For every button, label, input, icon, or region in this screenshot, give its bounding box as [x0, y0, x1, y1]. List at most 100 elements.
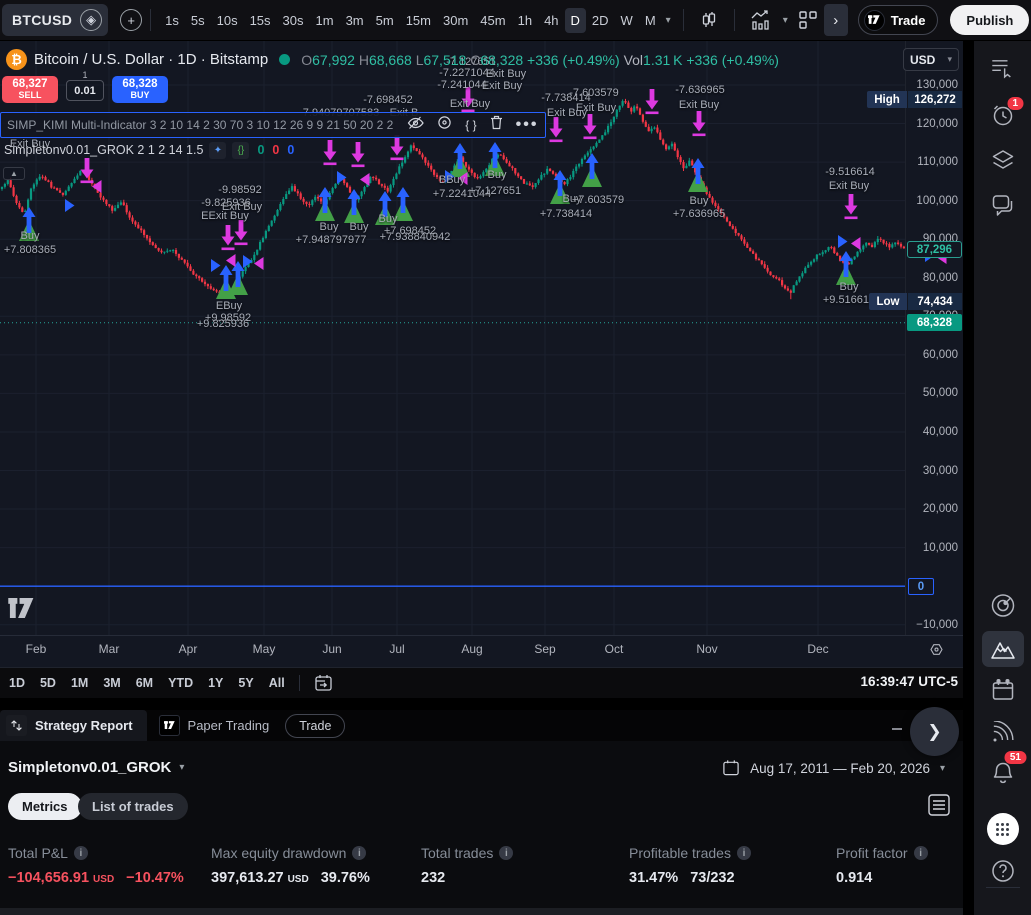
- info-icon[interactable]: i: [736, 846, 751, 860]
- timeframe-5m[interactable]: 5m: [375, 12, 394, 28]
- legend-actions: { } •••: [407, 115, 538, 135]
- month-label-May: May: [252, 642, 276, 656]
- chat-icon[interactable]: [990, 193, 1015, 221]
- tradingview-watermark-icon[interactable]: [8, 598, 34, 623]
- hide-eye-icon[interactable]: [407, 115, 424, 135]
- compare-add-icon[interactable]: +: [120, 9, 143, 31]
- indicator-legend-selected[interactable]: SIMP_KIMI Multi-Indicator 3 2 10 14 2 30…: [0, 112, 546, 138]
- tab-strategy-report[interactable]: Strategy Report: [0, 710, 147, 741]
- timeframe-2D[interactable]: 2D: [591, 12, 609, 28]
- strategy-mountain-icon-selected[interactable]: [981, 631, 1024, 667]
- info-icon[interactable]: i: [913, 846, 928, 860]
- timeframe-15m[interactable]: 15m: [405, 12, 431, 28]
- report-layout-icon[interactable]: [926, 791, 952, 824]
- market-status-dot-icon[interactable]: [279, 54, 291, 65]
- range-1Y[interactable]: 1Y: [208, 676, 224, 690]
- timeframe-15s[interactable]: 15s: [249, 12, 271, 28]
- layout-grid-icon[interactable]: [798, 10, 818, 30]
- horizontal-scrollbar[interactable]: [0, 908, 963, 915]
- alerts-clock-icon[interactable]: 1: [990, 97, 1023, 133]
- trade-button[interactable]: Trade: [857, 5, 939, 35]
- range-5Y[interactable]: 5Y: [238, 676, 254, 690]
- more-options-icon[interactable]: •••: [515, 116, 539, 133]
- pill-metrics[interactable]: Metrics: [8, 793, 82, 820]
- range-3M[interactable]: 3M: [103, 676, 121, 690]
- sell-button[interactable]: 68,327 SELL: [2, 76, 58, 103]
- spread-value[interactable]: 0.01: [66, 80, 104, 101]
- goto-date-calendar-icon[interactable]: [314, 674, 333, 692]
- object-tree-layers-icon[interactable]: [990, 149, 1015, 176]
- chart-legend-header[interactable]: ₿ Bitcoin / U.S. Dollar · 1D · Bitstamp …: [6, 49, 779, 70]
- chart-area[interactable]: Exit Buy Buy +7.808365 -9.98592 -9.825936 Exi…: [0, 41, 963, 635]
- minimize-panel-icon[interactable]: [889, 718, 905, 739]
- divider: [150, 9, 152, 31]
- axis-settings-icon[interactable]: [928, 642, 945, 664]
- info-icon[interactable]: i: [73, 846, 88, 860]
- delete-trash-icon[interactable]: [490, 115, 503, 135]
- tradingview-logo-icon: [863, 9, 885, 31]
- timeframe-3m[interactable]: 3m: [345, 12, 364, 28]
- spread-widget: 1 0.01: [66, 70, 104, 101]
- info-icon[interactable]: i: [499, 846, 514, 860]
- supercharts-diamond-icon[interactable]: ◈: [80, 9, 103, 31]
- price-tick: 130,000: [916, 79, 958, 91]
- open-value: 67,992: [312, 51, 355, 68]
- pill-list-of-trades[interactable]: List of trades: [78, 793, 188, 820]
- symbol-search[interactable]: BTCUSD ◈: [2, 4, 109, 36]
- strategy-legend[interactable]: Simpletonv0.01_GROK 2 1 2 14 1.5 ✦ {} 0 …: [4, 141, 294, 159]
- range-5D[interactable]: 5D: [39, 676, 56, 690]
- range-1D[interactable]: 1D: [9, 676, 25, 690]
- panel-trade-button[interactable]: Trade: [285, 713, 346, 738]
- chevron-down-icon[interactable]: ▾: [665, 14, 671, 26]
- info-icon[interactable]: i: [352, 846, 367, 860]
- timeframe-45m[interactable]: 45m: [480, 12, 506, 28]
- range-6M[interactable]: 6M: [135, 676, 154, 690]
- indicators-icon[interactable]: [749, 9, 773, 31]
- watchlist-icon[interactable]: [991, 57, 1015, 86]
- economic-calendar-icon[interactable]: [990, 678, 1015, 707]
- timeframe-5s[interactable]: 5s: [190, 12, 205, 28]
- time-axis[interactable]: Feb Mar Apr May Jun Jul Aug Sep Oct Nov Dec: [0, 635, 963, 667]
- timeframe-1m[interactable]: 1m: [315, 12, 334, 28]
- ohlc-values: O67,992 H68,668 L67,518 C68,328 +336 (+0…: [301, 52, 779, 68]
- range-1M[interactable]: 1M: [70, 676, 89, 690]
- range-YTD[interactable]: YTD: [168, 676, 194, 690]
- timeframe-M[interactable]: M: [644, 12, 656, 28]
- timeframe-30m[interactable]: 30m: [443, 12, 469, 28]
- tab-paper-trading[interactable]: Paper Trading: [147, 715, 282, 736]
- close-value: 68,328: [480, 51, 524, 68]
- backtest-date-range[interactable]: Aug 17, 2011 — Feb 20, 2026 ▾: [722, 759, 945, 777]
- scanner-radar-icon[interactable]: [989, 592, 1016, 624]
- timeframe-W[interactable]: W: [620, 12, 633, 28]
- expand-arrow-icon[interactable]: ›: [823, 4, 848, 36]
- buy-button[interactable]: 68,328 BUY: [112, 76, 168, 103]
- ideas-feed-icon[interactable]: [990, 720, 1016, 750]
- timeframe-D[interactable]: D: [564, 7, 586, 33]
- strategy-sparkle-icon[interactable]: ✦: [209, 141, 227, 159]
- clock-utc[interactable]: 16:39:47 UTC-5: [860, 674, 958, 689]
- strategy-title-row[interactable]: Simpletonv0.01_GROK ▾: [8, 759, 184, 776]
- buy-label: BUY: [130, 90, 150, 101]
- source-code-icon[interactable]: { }: [465, 118, 477, 132]
- next-metrics-button[interactable]: ❯: [910, 707, 959, 756]
- divider: [733, 9, 735, 31]
- timeframe-1h[interactable]: 1h: [517, 12, 533, 28]
- collapse-legend-button[interactable]: ▲: [3, 167, 25, 180]
- timeframe-4h[interactable]: 4h: [544, 12, 559, 28]
- price-axis[interactable]: 130,000 120,000 110,000 100,000 90,000 80,000…: [867, 41, 963, 635]
- range-All[interactable]: All: [268, 676, 285, 690]
- calendar-icon: [723, 760, 739, 776]
- chart-type-candles-icon[interactable]: [698, 9, 720, 31]
- notifications-bell-icon[interactable]: 51: [989, 751, 1026, 792]
- timeframe-30s[interactable]: 30s: [282, 12, 304, 28]
- range-toolbar: 1D 5D 1M 3M 6M YTD 1Y 5Y All 16:39:47 UTC-5: [0, 667, 963, 698]
- timeframe-1s[interactable]: 1s: [165, 12, 179, 28]
- chevron-down-icon[interactable]: ▾: [782, 14, 788, 26]
- help-icon[interactable]: [990, 858, 1016, 889]
- apps-menu-icon[interactable]: [986, 813, 1019, 845]
- settings-gear-icon[interactable]: [437, 115, 452, 135]
- currency-select[interactable]: USD ▾: [903, 48, 959, 71]
- publish-button[interactable]: Publish: [950, 5, 1030, 35]
- source-code-icon[interactable]: {}: [232, 141, 250, 159]
- timeframe-10s[interactable]: 10s: [216, 12, 238, 28]
